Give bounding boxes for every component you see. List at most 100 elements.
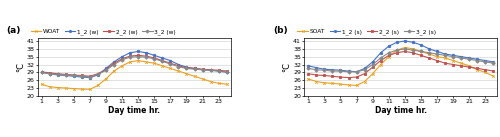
1_2 (s) [402,40,408,42]
WOAT [111,70,117,72]
1_2 (w) [200,69,205,71]
1_2 (s) [410,42,416,43]
3_2 (s) [330,70,336,72]
1_2 (w) [79,76,85,78]
SOAT [338,83,344,85]
Text: (a): (a) [6,26,21,35]
3_2 (w) [200,69,205,71]
3_2 (s) [474,60,480,61]
1_2 (w) [127,52,133,54]
WOAT [62,87,68,89]
WOAT [184,73,190,75]
3_2 (s) [458,57,464,59]
Y-axis label: °C: °C [282,62,292,72]
1_2 (s) [378,52,384,54]
1_2 (s) [370,61,376,63]
1_2 (s) [394,42,400,43]
SOAT [322,82,328,84]
2_2 (w) [79,75,85,76]
3_2 (s) [402,48,408,50]
2_2 (s) [354,76,360,78]
3_2 (w) [176,66,182,67]
1_2 (w) [46,73,52,75]
1_2 (s) [338,69,344,71]
3_2 (s) [370,64,376,65]
1_2 (w) [143,52,149,54]
1_2 (s) [442,53,448,55]
2_2 (s) [458,65,464,67]
3_2 (w) [168,63,173,65]
1_2 (w) [38,72,44,73]
3_2 (s) [490,62,496,64]
1_2 (s) [418,44,424,46]
SOAT [362,81,368,82]
2_2 (w) [135,55,141,56]
3_2 (s) [338,70,344,72]
SOAT [314,81,320,82]
WOAT [95,85,101,86]
SOAT [442,57,448,59]
1_2 (w) [216,70,222,72]
1_2 (w) [176,64,182,65]
3_2 (w) [135,56,141,58]
3_2 (s) [305,68,311,69]
2_2 (w) [143,55,149,57]
WOAT [216,82,222,84]
3_2 (w) [127,56,133,58]
3_2 (s) [466,58,472,60]
3_2 (s) [354,71,360,73]
X-axis label: Day time hr.: Day time hr. [375,106,427,115]
1_2 (s) [362,68,368,69]
3_2 (w) [224,71,230,73]
SOAT [330,82,336,84]
1_2 (s) [458,56,464,58]
SOAT [426,53,432,55]
WOAT [103,78,109,80]
Y-axis label: °C: °C [16,62,25,72]
1_2 (s) [466,57,472,59]
1_2 (s) [434,51,440,52]
1_2 (w) [54,74,60,76]
2_2 (s) [466,66,472,68]
SOAT [386,56,392,58]
2_2 (w) [168,62,173,64]
SOAT [466,65,472,67]
SOAT [370,73,376,75]
3_2 (w) [79,75,85,77]
3_2 (w) [216,70,222,72]
2_2 (w) [119,58,125,60]
2_2 (s) [370,66,376,68]
1_2 (s) [346,70,352,72]
Line: 3_2 (s): 3_2 (s) [307,48,494,73]
3_2 (w) [152,58,158,60]
1_2 (w) [192,68,198,69]
SOAT [346,84,352,86]
3_2 (w) [38,72,44,73]
1_2 (s) [322,68,328,70]
1_2 (w) [103,68,109,69]
SOAT [354,85,360,86]
3_2 (w) [70,75,76,76]
3_2 (s) [418,51,424,52]
3_2 (s) [426,52,432,54]
1_2 (w) [152,55,158,56]
1_2 (w) [87,77,93,78]
Line: SOAT: SOAT [307,46,494,87]
1_2 (s) [482,60,488,61]
3_2 (s) [434,53,440,55]
2_2 (w) [216,69,222,71]
SOAT [482,72,488,73]
3_2 (w) [87,76,93,78]
1_2 (w) [184,66,190,68]
WOAT [152,62,158,64]
WOAT [224,83,230,85]
Legend: SOAT, 1_2 (s), 2_2 (s), 3_2 (s): SOAT, 1_2 (s), 2_2 (s), 3_2 (s) [298,29,436,35]
3_2 (w) [46,73,52,75]
2_2 (s) [482,69,488,71]
3_2 (w) [208,69,214,71]
2_2 (s) [450,64,456,65]
3_2 (s) [386,52,392,54]
SOAT [378,64,384,65]
Text: (b): (b) [274,26,288,35]
2_2 (s) [434,60,440,61]
